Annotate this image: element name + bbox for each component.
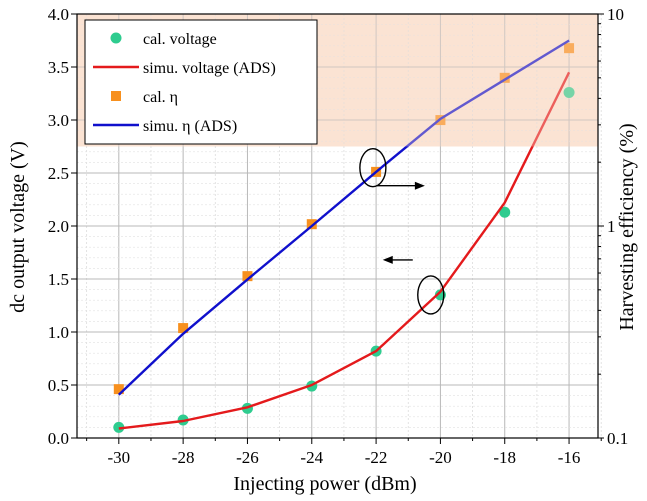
y2-tick-label: 10 <box>607 5 624 24</box>
y2-tick-label: 0.1 <box>607 429 628 448</box>
tick-layer: -30 -28 -26 -24 -22 -20 -18 -16 0.0 0.5 1.0 1.5 2.0 2… <box>48 5 629 467</box>
y-tick-label: 1.5 <box>48 270 69 289</box>
annotation-ellipse-voltage <box>417 275 445 315</box>
data-point-efficiency <box>564 43 575 54</box>
x-tick-label: -18 <box>493 448 516 467</box>
y2-tick-label: 1 <box>607 217 616 236</box>
series-line-efficiency <box>117 39 570 396</box>
y-tick-label: 0.5 <box>48 376 69 395</box>
x-tick-label: -22 <box>365 448 388 467</box>
y-tick-label: 1.0 <box>48 323 69 342</box>
x-tick-label: -30 <box>107 448 130 467</box>
series-line-voltage <box>118 71 571 430</box>
y-axis-label: dc output voltage (V) <box>7 141 29 313</box>
data-point-efficiency <box>306 219 317 230</box>
x-axis-label: Injecting power (dBm) <box>233 473 416 495</box>
legend-label: simu. voltage (ADS) <box>143 60 276 77</box>
x-tick-label: -26 <box>236 448 259 467</box>
x-tick-label: -20 <box>429 448 452 467</box>
data-point-voltage <box>563 86 575 98</box>
y-tick-label: 2.0 <box>48 217 69 236</box>
legend-label: simu. η (ADS) <box>143 118 237 135</box>
y-tick-label: 0.0 <box>48 429 69 448</box>
legend-box <box>84 19 318 145</box>
x-tick-label: -28 <box>172 448 195 467</box>
y-tick-label: 3.5 <box>48 58 69 77</box>
x-tick-label: -16 <box>558 448 581 467</box>
data-point-voltage <box>499 206 511 218</box>
legend: cal. voltage simu. voltage (ADS) cal. η sim… <box>84 19 318 145</box>
annotation-arrowhead-voltage <box>382 255 393 264</box>
y-tick-label: 2.5 <box>48 164 69 183</box>
data-point-efficiency <box>499 72 510 83</box>
y2-axis-label: Harvesting efficiency (%) <box>616 123 638 330</box>
data-point-efficiency <box>242 271 253 282</box>
legend-label: cal. η <box>143 89 178 106</box>
legend-swatch-circle <box>110 32 122 44</box>
x-tick-label: -24 <box>300 448 323 467</box>
y-tick-label: 3.0 <box>48 111 69 130</box>
legend-label: cal. voltage <box>143 31 217 48</box>
y-tick-label: 4.0 <box>48 5 69 24</box>
annotation-layer <box>359 147 445 315</box>
data-point-efficiency <box>178 323 189 334</box>
annotation-ellipse-efficiency <box>359 147 387 188</box>
data-point-efficiency <box>113 384 124 395</box>
legend-swatch-square <box>111 91 121 101</box>
annotation-arrowhead-efficiency <box>414 181 425 190</box>
